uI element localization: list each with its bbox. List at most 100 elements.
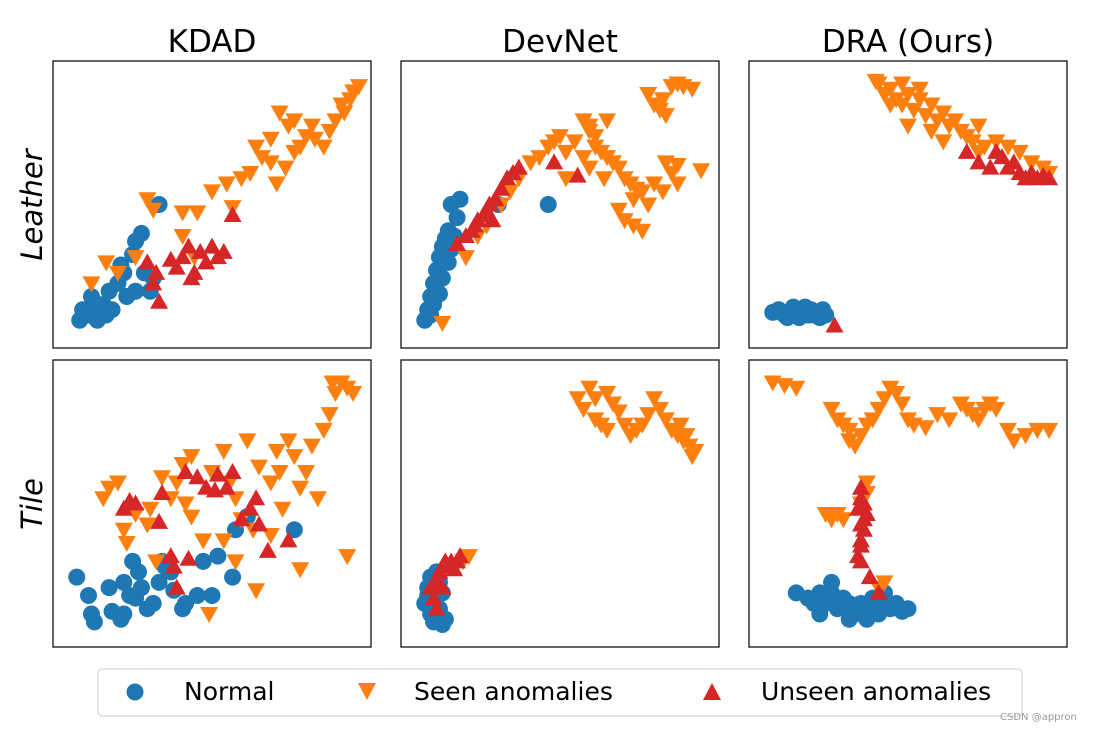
point-seen-anomalies bbox=[624, 218, 643, 235]
point-seen-anomalies bbox=[916, 108, 935, 125]
point-unseen-anomalies bbox=[957, 142, 976, 159]
point-unseen-anomalies bbox=[825, 316, 844, 333]
point-seen-anomalies bbox=[934, 105, 953, 122]
point-seen-anomalies bbox=[173, 205, 192, 222]
point-seen-anomalies bbox=[881, 81, 900, 98]
point-seen-anomalies bbox=[344, 84, 363, 101]
point-seen-anomalies bbox=[261, 131, 280, 148]
panel-frame bbox=[748, 359, 1068, 648]
point-seen-anomalies bbox=[126, 250, 145, 267]
panel-leather-devnet bbox=[400, 60, 720, 349]
point-normal bbox=[80, 306, 98, 324]
panel-tile-devnet bbox=[400, 359, 720, 648]
point-seen-anomalies bbox=[677, 428, 696, 445]
point-normal bbox=[430, 285, 448, 303]
point-seen-anomalies bbox=[261, 155, 280, 172]
point-normal bbox=[80, 587, 98, 605]
point-unseen-anomalies bbox=[568, 166, 587, 183]
point-unseen-anomalies bbox=[851, 515, 870, 532]
point-unseen-anomalies bbox=[486, 190, 505, 207]
point-seen-anomalies bbox=[1040, 422, 1059, 439]
point-seen-anomalies bbox=[598, 386, 617, 403]
point-seen-anomalies bbox=[633, 223, 652, 240]
point-seen-anomalies bbox=[653, 184, 672, 201]
point-seen-anomalies bbox=[598, 113, 617, 130]
point-seen-anomalies bbox=[633, 417, 652, 434]
point-normal bbox=[188, 587, 206, 605]
row-label-leather: Leather bbox=[15, 147, 49, 260]
point-seen-anomalies bbox=[650, 401, 669, 418]
point-normal bbox=[451, 190, 469, 208]
point-seen-anomalies bbox=[574, 150, 593, 167]
point-unseen-anomalies bbox=[509, 158, 528, 175]
point-unseen-anomalies bbox=[223, 462, 242, 479]
point-seen-anomalies bbox=[270, 105, 289, 122]
point-seen-anomalies bbox=[656, 412, 675, 429]
point-seen-anomalies bbox=[609, 404, 628, 421]
point-normal bbox=[811, 605, 829, 623]
point-seen-anomalies bbox=[302, 118, 321, 135]
point-seen-anomalies bbox=[586, 391, 605, 408]
point-unseen-anomalies bbox=[424, 589, 443, 606]
point-seen-anomalies bbox=[934, 134, 953, 151]
point-unseen-anomalies bbox=[176, 462, 195, 479]
point-unseen-anomalies bbox=[217, 478, 236, 495]
point-seen-anomalies bbox=[433, 315, 452, 332]
point-seen-anomalies bbox=[568, 391, 587, 408]
point-seen-anomalies bbox=[261, 528, 280, 545]
panel-tile-kdad bbox=[52, 359, 372, 648]
point-seen-anomalies bbox=[141, 501, 160, 518]
point-seen-anomalies bbox=[291, 480, 310, 497]
point-unseen-anomalies bbox=[998, 158, 1017, 175]
point-seen-anomalies bbox=[194, 533, 213, 550]
point-unseen-anomalies bbox=[851, 536, 870, 553]
point-seen-anomalies bbox=[238, 433, 257, 450]
point-unseen-anomalies bbox=[138, 253, 157, 270]
point-seen-anomalies bbox=[887, 386, 906, 403]
point-unseen-anomalies bbox=[232, 510, 251, 527]
point-unseen-anomalies bbox=[465, 216, 484, 233]
point-seen-anomalies bbox=[250, 459, 269, 476]
point-unseen-anomalies bbox=[258, 541, 277, 558]
column-title-dra: DRA (Ours) bbox=[822, 24, 994, 60]
point-seen-anomalies bbox=[267, 443, 286, 460]
point-seen-anomalies bbox=[1010, 144, 1029, 161]
point-seen-anomalies bbox=[1016, 428, 1035, 445]
point-unseen-anomalies bbox=[161, 547, 180, 564]
point-normal bbox=[224, 568, 242, 586]
point-seen-anomalies bbox=[200, 606, 219, 623]
point-normal bbox=[85, 613, 103, 631]
point-seen-anomalies bbox=[598, 422, 617, 439]
point-unseen-anomalies bbox=[241, 499, 260, 516]
point-seen-anomalies bbox=[117, 535, 136, 552]
point-normal bbox=[899, 600, 917, 618]
point-seen-anomalies bbox=[314, 422, 333, 439]
point-unseen-anomalies bbox=[223, 206, 242, 223]
point-seen-anomalies bbox=[656, 155, 675, 172]
point-seen-anomalies bbox=[940, 412, 959, 429]
point-seen-anomalies bbox=[279, 433, 298, 450]
point-seen-anomalies bbox=[226, 491, 245, 508]
point-seen-anomalies bbox=[975, 139, 994, 156]
panel-frame bbox=[52, 60, 372, 349]
point-seen-anomalies bbox=[683, 449, 702, 466]
point-unseen-anomalies bbox=[279, 531, 298, 548]
point-unseen-anomalies bbox=[969, 153, 988, 170]
point-unseen-anomalies bbox=[250, 515, 269, 532]
point-normal bbox=[773, 303, 791, 321]
point-seen-anomalies bbox=[668, 158, 687, 175]
point-seen-anomalies bbox=[615, 417, 634, 434]
point-seen-anomalies bbox=[167, 475, 186, 492]
point-unseen-anomalies bbox=[869, 583, 888, 600]
point-normal bbox=[858, 610, 876, 628]
point-seen-anomalies bbox=[214, 443, 233, 460]
point-unseen-anomalies bbox=[851, 478, 870, 495]
legend-box bbox=[97, 668, 1023, 717]
point-seen-anomalies bbox=[285, 113, 304, 130]
point-seen-anomalies bbox=[609, 202, 628, 219]
point-seen-anomalies bbox=[922, 123, 941, 140]
point-unseen-anomalies bbox=[197, 253, 216, 270]
point-seen-anomalies bbox=[530, 150, 549, 167]
point-seen-anomalies bbox=[866, 73, 885, 90]
